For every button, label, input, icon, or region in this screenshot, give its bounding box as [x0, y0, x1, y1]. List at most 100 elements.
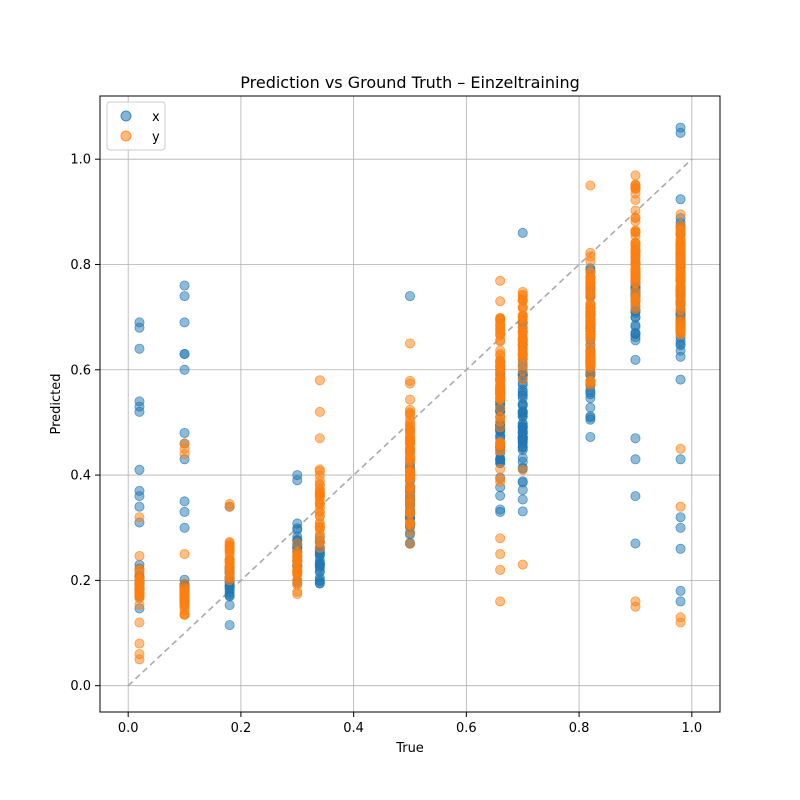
- scatter-point-y: [292, 552, 303, 563]
- scatter-point-y: [517, 333, 528, 344]
- chart-title: Prediction vs Ground Truth – Einzeltrain…: [240, 73, 580, 92]
- scatter-point-y: [675, 313, 686, 324]
- scatter-point-y: [404, 394, 415, 405]
- scatter-point-y: [314, 511, 325, 522]
- x-tick-label: 0.6: [456, 721, 477, 736]
- scatter-point-x: [224, 620, 235, 631]
- scatter-point-y: [495, 533, 506, 544]
- scatter-point-y: [675, 287, 686, 298]
- scatter-point-x: [630, 354, 641, 365]
- grid-lines: [100, 96, 720, 712]
- y-tick-label: 0.4: [70, 469, 91, 484]
- scatter-point-y: [179, 438, 190, 449]
- legend-marker-x: [120, 110, 132, 122]
- scatter-point-y: [517, 294, 528, 305]
- scatter-point-y: [495, 403, 506, 414]
- scatter-point-x: [292, 518, 303, 529]
- scatter-point-y: [134, 649, 145, 660]
- scatter-point-y: [517, 365, 528, 376]
- scatter-point-x: [675, 596, 686, 607]
- scatter-point-y: [585, 355, 596, 366]
- scatter-point-x: [675, 122, 686, 133]
- scatter-point-y: [630, 180, 641, 191]
- scatter-point-y: [134, 512, 145, 523]
- scatter-point-y: [134, 550, 145, 561]
- scatter-point-y: [134, 617, 145, 628]
- scatter-point-x: [495, 490, 506, 501]
- scatter-point-y: [495, 335, 506, 346]
- scatter-point-x: [314, 578, 325, 589]
- scatter-point-y: [404, 466, 415, 477]
- scatter-point-y: [630, 271, 641, 282]
- scatter-point-y: [585, 375, 596, 386]
- scatter-point-y: [404, 404, 415, 415]
- y-axis-ticks: 0.0 0.2 0.4 0.6 0.8 1.0: [70, 153, 100, 694]
- scatter-point-y: [495, 476, 506, 487]
- scatter-point-x: [134, 485, 145, 496]
- scatter-point-y: [630, 263, 641, 274]
- scatter-point-x: [675, 374, 686, 385]
- y-tick-label: 0.2: [70, 574, 91, 589]
- y-tick-label: 0.0: [70, 679, 91, 694]
- scatter-point-y: [495, 380, 506, 391]
- scatter-point-x: [585, 402, 596, 413]
- x-tick-label: 0.4: [343, 721, 364, 736]
- scatter-point-x: [134, 501, 145, 512]
- scatter-point-x: [404, 291, 415, 302]
- scatter-point-x: [630, 320, 641, 331]
- legend-label-x: x: [152, 110, 160, 125]
- scatter-point-y: [404, 474, 415, 485]
- y-axis-label: Predicted: [49, 373, 64, 434]
- y-tick-label: 0.8: [70, 258, 91, 273]
- scatter-point-y: [314, 433, 325, 444]
- scatter-point-y: [314, 406, 325, 417]
- scatter-point-y: [179, 601, 190, 612]
- scatter-point-x: [585, 414, 596, 425]
- scatter-point-y: [292, 565, 303, 576]
- scatter-point-y: [404, 378, 415, 389]
- scatter-point-y: [134, 573, 145, 584]
- scatter-point-y: [630, 226, 641, 237]
- data-points: [134, 122, 686, 665]
- x-tick-label: 0.2: [231, 721, 252, 736]
- scatter-point-y: [292, 586, 303, 597]
- scatter-point-y: [495, 275, 506, 286]
- scatter-point-y: [404, 455, 415, 466]
- scatter-point-y: [630, 213, 641, 224]
- scatter-point-y: [517, 374, 528, 385]
- scatter-point-y: [675, 224, 686, 235]
- scatter-point-x: [517, 427, 528, 438]
- scatter-point-x: [630, 328, 641, 339]
- scatter-point-y: [630, 596, 641, 607]
- scatter-point-y: [495, 463, 506, 474]
- scatter-point-y: [585, 247, 596, 258]
- scatter-point-y: [404, 437, 415, 448]
- scatter-point-x: [179, 427, 190, 438]
- scatter-point-x: [134, 396, 145, 407]
- scatter-point-y: [134, 599, 145, 610]
- scatter-point-x: [517, 494, 528, 505]
- x-axis-ticks: 0.0 0.2 0.4 0.6 0.8 1.0: [118, 712, 702, 736]
- scatter-point-x: [495, 506, 506, 517]
- scatter-point-x: [179, 506, 190, 517]
- scatter-point-y: [675, 326, 686, 337]
- scatter-point-y: [495, 312, 506, 323]
- scatter-point-y: [585, 333, 596, 344]
- scatter-point-x: [179, 364, 190, 375]
- scatter-point-y: [404, 494, 415, 505]
- x-tick-label: 1.0: [681, 721, 702, 736]
- scatter-point-x: [630, 538, 641, 549]
- scatter-point-y: [585, 273, 596, 284]
- legend-label-y: y: [152, 130, 160, 145]
- scatter-point-y: [224, 540, 235, 551]
- scatter-point-x: [675, 585, 686, 596]
- scatter-point-y: [495, 437, 506, 448]
- legend: x y: [106, 101, 166, 151]
- plot-frame: [99, 95, 721, 713]
- scatter-point-y: [495, 412, 506, 423]
- scatter-point-y: [224, 560, 235, 571]
- scatter-point-y: [179, 584, 190, 595]
- scatter-point-y: [404, 538, 415, 549]
- scatter-point-y: [314, 375, 325, 386]
